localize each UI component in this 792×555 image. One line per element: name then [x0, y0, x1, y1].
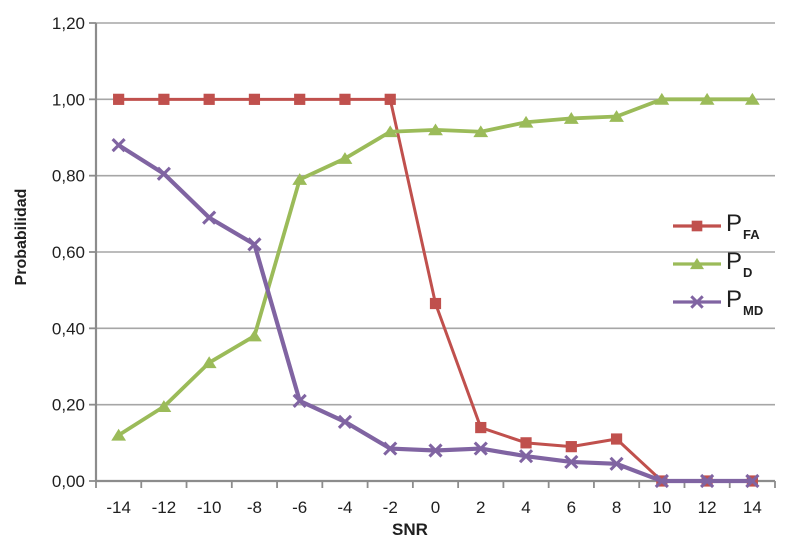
- legend: PFA PD PMD: [672, 207, 763, 321]
- y-tick-label: 1,00: [52, 90, 85, 109]
- marker-x: [156, 166, 171, 181]
- series-P_D-line: [117, 97, 753, 437]
- marker-x: [518, 449, 534, 464]
- marker-square: [113, 93, 125, 105]
- x-tick-label: -8: [247, 498, 262, 517]
- marker-square: [248, 93, 261, 105]
- x-axis-title: SNR: [392, 520, 428, 539]
- marker-triangle: [744, 92, 760, 105]
- x-tick-label: 12: [698, 498, 717, 517]
- x-tick-label: 2: [476, 498, 485, 517]
- series-P_MD: [111, 138, 760, 489]
- legend-label-pfa: PFA: [726, 209, 760, 242]
- marker-x: [383, 441, 398, 456]
- pfa-series-marker-icon: [673, 220, 721, 232]
- marker-triangle: [518, 115, 534, 128]
- marker-square: [294, 93, 306, 105]
- legend-label-pd-sub: D: [743, 264, 753, 280]
- marker-square: [384, 93, 396, 105]
- y-tick-label: 1,20: [52, 14, 85, 33]
- x-tick-label: -4: [337, 498, 352, 517]
- marker-triangle: [699, 92, 715, 105]
- marker-x: [473, 441, 488, 456]
- marker-square: [158, 93, 170, 105]
- series-P_FA: [113, 93, 758, 487]
- marker-x: [202, 210, 217, 225]
- marker-square: [610, 433, 623, 445]
- marker-triangle: [382, 125, 398, 138]
- marker-x: [690, 295, 704, 309]
- marker-x: [654, 473, 669, 489]
- x-tick-label: 14: [743, 498, 762, 517]
- marker-x: [428, 443, 443, 458]
- x-tick-label: 6: [567, 498, 576, 517]
- legend-item-pd: PD: [672, 245, 763, 283]
- x-tick-label: 8: [612, 498, 621, 517]
- marker-triangle: [247, 329, 262, 342]
- legend-label-pfa-main: P: [726, 209, 743, 237]
- y-tick-label: 0,00: [52, 472, 85, 491]
- marker-square: [339, 93, 351, 105]
- marker-x: [609, 456, 624, 471]
- legend-label-pd: PD: [726, 247, 753, 280]
- marker-triangle: [292, 173, 308, 185]
- marker-square: [475, 421, 487, 434]
- marker-triangle: [201, 356, 217, 369]
- marker-triangle: [689, 257, 705, 270]
- marker-square: [520, 437, 532, 449]
- marker-triangle: [654, 92, 670, 105]
- series-P_D: [111, 92, 760, 441]
- x-tick-label: -10: [197, 498, 222, 517]
- legend-item-pmd: PMD: [672, 283, 763, 321]
- marker-triangle: [563, 112, 579, 124]
- y-tick-label: 0,40: [52, 319, 85, 338]
- marker-x: [111, 138, 126, 153]
- marker-triangle: [473, 125, 489, 138]
- marker-triangle: [428, 123, 443, 136]
- series-P_FA-line: [118, 97, 753, 483]
- x-tick-label: -14: [106, 498, 131, 517]
- y-tick-label: 0,60: [52, 243, 85, 262]
- x-tick-label: 4: [521, 498, 530, 517]
- legend-label-pmd: PMD: [726, 285, 764, 318]
- pd-series-marker-icon: [673, 257, 721, 270]
- marker-x: [292, 393, 307, 408]
- x-tick-label: -6: [292, 498, 307, 517]
- x-tick-label: 0: [431, 498, 440, 517]
- legend-label-pmd-main: P: [726, 285, 743, 313]
- legend-label-pd-main: P: [726, 247, 743, 275]
- marker-triangle: [156, 400, 172, 412]
- x-tick-label: -12: [152, 498, 177, 517]
- y-tick-label: 0,20: [52, 396, 85, 415]
- legend-label-pfa-sub: FA: [743, 226, 760, 242]
- marker-square: [203, 93, 215, 105]
- marker-x: [247, 237, 262, 252]
- marker-square: [429, 297, 442, 310]
- marker-triangle: [337, 152, 353, 164]
- x-tick-label: -2: [383, 498, 398, 517]
- y-axis-title: Probabilidad: [13, 188, 30, 286]
- series-P_MD-line: [117, 143, 753, 484]
- marker-x: [564, 454, 579, 470]
- legend-label-pmd-sub: MD: [743, 302, 764, 318]
- marker-x: [337, 414, 353, 429]
- x-tick-label: 10: [652, 498, 671, 517]
- legend-item-pfa: PFA: [672, 207, 763, 245]
- marker-square: [691, 220, 703, 232]
- y-tick-label: 0,80: [52, 167, 85, 186]
- marker-triangle: [609, 110, 624, 122]
- marker-square: [565, 441, 577, 453]
- pmd-series-marker-icon: [673, 295, 721, 309]
- marker-triangle: [111, 428, 127, 441]
- marker-x: [745, 473, 760, 489]
- marker-x: [700, 473, 715, 489]
